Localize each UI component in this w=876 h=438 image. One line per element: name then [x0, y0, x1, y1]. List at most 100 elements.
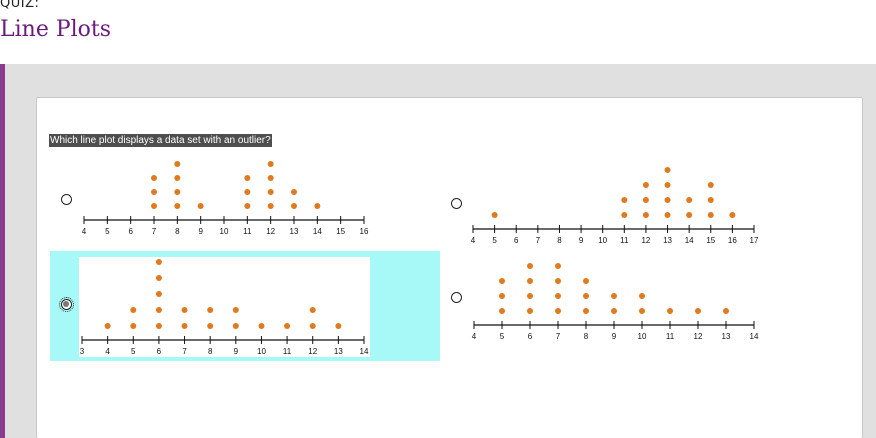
option-a-radio[interactable] [61, 194, 72, 205]
plot-a-dot [314, 203, 321, 209]
plot-b-tick-label: 17 [750, 236, 759, 245]
page-title: Line Plots [0, 17, 112, 42]
plot-a-dot [267, 161, 274, 167]
plot-d-dot [527, 308, 533, 314]
plot-a-tick-label: 6 [128, 227, 133, 236]
plot-a-dot [244, 189, 251, 195]
plot-b-dot [491, 212, 498, 218]
plot-c-dot [232, 323, 239, 329]
plot-b-dot [642, 197, 649, 203]
plot-c-tick-label: 9 [234, 347, 239, 356]
plot-a-dot [244, 175, 251, 181]
plot-b-dot [686, 212, 693, 218]
plot-b-dot [664, 212, 671, 218]
plot-b-tick-label: 14 [685, 236, 694, 245]
plot-d-dot [499, 278, 505, 284]
plot-c-dot [181, 307, 188, 313]
plot-d-dot [583, 308, 589, 314]
plot-d-dot [611, 293, 617, 299]
plot-a-dot [174, 161, 181, 167]
plot-d-dot [527, 263, 533, 269]
plot-c-tick-label: 8 [208, 347, 213, 356]
plot-a-dot [174, 175, 181, 181]
plot-b-dot [729, 212, 736, 218]
plot-c-dot [309, 307, 316, 313]
plot-c-tick-label: 3 [80, 347, 85, 356]
plot-a-tick-label: 5 [105, 227, 110, 236]
plot-c-tick-label: 11 [283, 347, 292, 356]
plot-d-dot [555, 293, 561, 299]
plot-d-tick-label: 7 [556, 332, 561, 341]
left-accent-bar [0, 64, 5, 438]
plot-a-dot [174, 203, 181, 209]
plot-d-tick-label: 12 [694, 332, 703, 341]
plot-a-tick-label: 15 [336, 227, 345, 236]
plot-b-dot [664, 197, 671, 203]
plot-a-dot [244, 203, 251, 209]
plot-b-dot [707, 197, 714, 203]
header: QUIZ: Line Plots [0, 0, 876, 64]
option-c-radio[interactable] [59, 297, 74, 312]
plot-a-tick-label: 16 [360, 227, 369, 236]
plot-d-tick-label: 11 [666, 332, 675, 341]
plot-a-dot [267, 203, 274, 209]
plot-d-tick-label: 6 [528, 332, 533, 341]
plot-d-tick-label: 5 [500, 332, 505, 341]
plot-d-dot [583, 293, 589, 299]
plot-c-dot [258, 323, 265, 329]
plot-b-tick-label: 15 [706, 236, 715, 245]
plot-d-dot [555, 278, 561, 284]
plot-c-tick-label: 10 [257, 347, 266, 356]
plot-a-tick-label: 8 [175, 227, 180, 236]
plot-d-tick-label: 9 [612, 332, 617, 341]
plot-c-dot [155, 275, 162, 281]
plot-a-dot [197, 203, 204, 209]
plot-c-dot [155, 323, 162, 329]
plot-a-dot [291, 189, 297, 195]
plot-a-dot [151, 203, 157, 209]
plot-c-dot [309, 323, 316, 329]
plot-b-tick-label: 7 [536, 236, 541, 245]
plot-a-tick-label: 11 [243, 227, 252, 236]
plot-d-dot [695, 308, 701, 314]
option-d-radio[interactable] [451, 292, 462, 303]
plot-b-dot [642, 212, 649, 218]
plot-d-dot [723, 308, 729, 314]
plot-c-tick-label: 4 [105, 347, 110, 356]
plot-b-tick-label: 9 [579, 236, 584, 245]
plot-c-tick-label: 6 [157, 347, 162, 356]
question-text: Which line plot displays a data set with… [49, 134, 272, 147]
plot-d-dot [499, 293, 505, 299]
plot-c-tick-label: 5 [131, 347, 136, 356]
plot-a-dot [174, 189, 181, 195]
plot-d-tick-label: 4 [472, 332, 477, 341]
plot-a-dot [291, 203, 297, 209]
plot-c-dot [207, 323, 214, 329]
plot-a-tick-label: 12 [266, 227, 275, 236]
plot-b-tick-label: 12 [641, 236, 650, 245]
plot-b-dot [621, 197, 628, 203]
plot-d-dot [611, 308, 617, 314]
plot-b-dot [642, 182, 649, 188]
plot-d-tick-label: 10 [638, 332, 647, 341]
plot-a-tick-label: 10 [220, 227, 229, 236]
plot-c-dot [335, 323, 342, 329]
plot-d-tick-label: 14 [750, 332, 759, 341]
plot-c-dot [284, 323, 291, 329]
plot-a-dot [267, 175, 274, 181]
plot-d-dot [639, 308, 645, 314]
plot-a-tick-label: 14 [313, 227, 322, 236]
plot-c-tick-label: 14 [360, 347, 369, 356]
plot-d-dot [639, 293, 645, 299]
plot-c-tick-label: 7 [182, 347, 187, 356]
plot-c-dot [104, 323, 111, 329]
quiz-label: QUIZ: [0, 0, 40, 11]
plot-c-dot [155, 259, 162, 265]
plot-d-tick-label: 13 [722, 332, 731, 341]
option-b-radio[interactable] [451, 198, 462, 209]
plot-b-tick-label: 16 [728, 236, 737, 245]
plot-a-tick-label: 4 [82, 227, 87, 236]
plot-a-tick-label: 9 [198, 227, 203, 236]
plot-b-dot [686, 197, 693, 203]
